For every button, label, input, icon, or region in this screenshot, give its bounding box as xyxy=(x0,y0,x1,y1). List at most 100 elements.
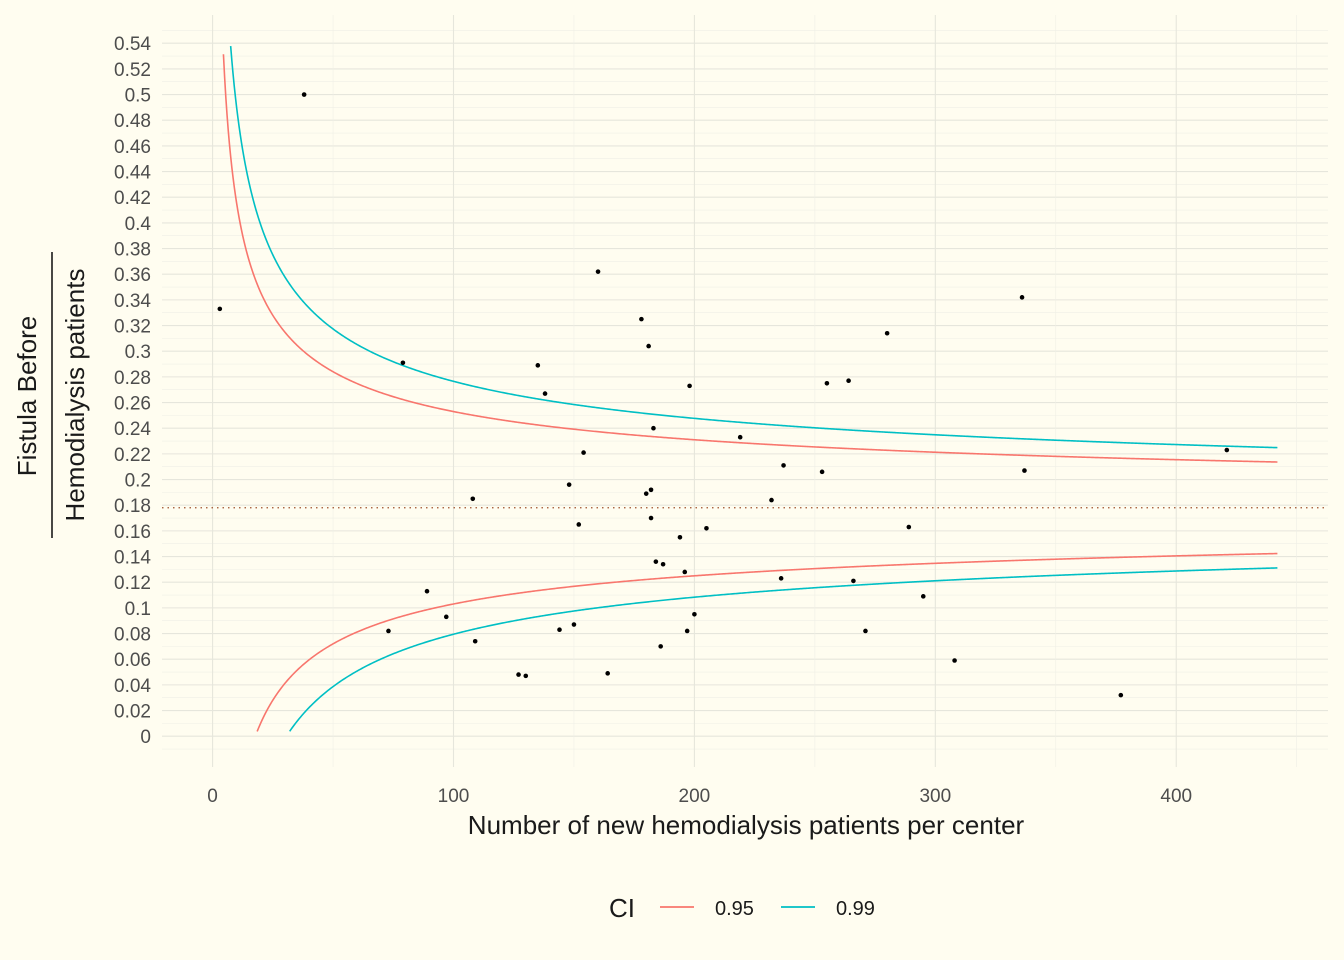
data-point xyxy=(566,482,572,487)
data-point xyxy=(424,588,430,594)
data-point xyxy=(646,343,651,349)
ci-upper-095 xyxy=(222,54,1278,463)
legend-title: CI xyxy=(609,893,635,923)
data-point xyxy=(920,594,926,599)
y-tick-label: 0.36 xyxy=(114,265,151,286)
x-tick-label: 400 xyxy=(1160,786,1192,807)
x-tick-label: 300 xyxy=(919,786,951,807)
data-point xyxy=(660,561,666,567)
y-tick-label: 0.12 xyxy=(114,573,151,594)
x-axis-ticks: 0 100 200 300 400 xyxy=(207,786,1192,807)
data-point xyxy=(682,569,688,575)
y-tick-label: 0.08 xyxy=(114,625,151,646)
y-tick-label: 0.24 xyxy=(114,419,151,440)
data-point xyxy=(643,491,649,496)
data-point xyxy=(301,92,307,97)
y-tick-label: 0.54 xyxy=(114,34,151,55)
data-point xyxy=(781,463,786,468)
data-point xyxy=(884,330,890,336)
data-point xyxy=(535,363,541,368)
y-tick-label: 0.14 xyxy=(114,548,151,569)
data-point xyxy=(658,644,663,649)
y-tick-label: 0.52 xyxy=(114,60,151,81)
data-point xyxy=(470,496,476,502)
legend-label-095: 0.95 xyxy=(715,898,754,920)
data-point xyxy=(952,658,957,663)
legend-item-095: 0.95 xyxy=(660,898,754,920)
data-point xyxy=(443,614,449,620)
x-tick-label: 200 xyxy=(679,786,711,807)
y-tick-label: 0.1 xyxy=(125,599,151,620)
legend-label-099: 0.99 xyxy=(836,898,875,920)
data-point xyxy=(557,627,562,632)
data-point xyxy=(824,381,830,386)
data-point xyxy=(819,469,825,475)
data-point xyxy=(687,383,692,389)
y-axis-ticks: 0 0.02 0.04 0.06 0.08 0.1 0.12 0.14 0.16 0.18 0.2 0… xyxy=(114,34,151,748)
ci-curves xyxy=(222,45,1278,732)
x-tick-label: 0 xyxy=(207,786,218,807)
data-point xyxy=(639,316,644,322)
y-tick-label: 0.4 xyxy=(125,214,152,235)
data-point xyxy=(653,559,659,564)
data-point xyxy=(571,622,577,627)
data-point xyxy=(846,378,851,384)
y-tick-label: 0.5 xyxy=(125,86,151,107)
legend: CI 0.95 0.99 xyxy=(609,893,875,923)
y-tick-label: 0.46 xyxy=(114,137,151,158)
data-point xyxy=(576,522,582,527)
y-tick-label: 0.2 xyxy=(125,471,151,492)
y-tick-label: 0.44 xyxy=(114,163,151,184)
data-points xyxy=(217,92,1230,698)
ci-lower-095 xyxy=(256,552,1278,732)
y-axis-title: Fistula Before Hemodialysis patients xyxy=(12,252,90,538)
data-point xyxy=(542,391,548,396)
y-axis-title-numerator: Fistula Before xyxy=(12,316,42,476)
data-point xyxy=(516,672,521,677)
data-point xyxy=(1019,295,1025,300)
y-tick-label: 0.28 xyxy=(114,368,151,389)
data-point xyxy=(906,524,912,530)
data-point xyxy=(863,628,868,634)
data-point xyxy=(523,673,529,679)
y-tick-label: 0.48 xyxy=(114,111,151,132)
y-tick-label: 0.06 xyxy=(114,650,151,671)
y-tick-label: 0.22 xyxy=(114,445,151,466)
legend-item-099: 0.99 xyxy=(781,898,875,920)
y-tick-label: 0.02 xyxy=(114,702,151,723)
data-point xyxy=(386,628,391,634)
y-tick-label: 0.42 xyxy=(114,188,151,209)
ci-lower-099 xyxy=(289,567,1278,732)
data-point xyxy=(648,515,654,521)
data-point xyxy=(605,671,610,676)
data-point xyxy=(595,269,601,274)
y-tick-label: 0.18 xyxy=(114,496,151,517)
y-tick-label: 0 xyxy=(140,727,151,748)
data-point xyxy=(651,425,656,431)
data-point xyxy=(737,434,743,440)
data-point xyxy=(648,487,654,493)
y-tick-label: 0.3 xyxy=(125,342,151,363)
data-point xyxy=(1224,447,1230,453)
data-point xyxy=(704,526,709,531)
y-tick-label: 0.04 xyxy=(114,676,151,697)
data-point xyxy=(778,576,784,581)
data-point xyxy=(692,611,697,617)
x-axis-title: Number of new hemodialysis patients per … xyxy=(468,810,1025,840)
y-tick-label: 0.38 xyxy=(114,240,151,261)
y-tick-label: 0.34 xyxy=(114,291,151,312)
data-point xyxy=(1022,468,1027,473)
data-point xyxy=(1118,692,1124,698)
data-point xyxy=(851,578,856,584)
data-point xyxy=(684,628,690,634)
y-tick-label: 0.32 xyxy=(114,317,151,338)
y-axis-title-denominator: Hemodialysis patients xyxy=(60,269,90,522)
y-tick-label: 0.16 xyxy=(114,522,151,543)
y-tick-label: 0.26 xyxy=(114,394,151,415)
data-point xyxy=(677,534,683,540)
data-point xyxy=(581,450,586,455)
data-point xyxy=(472,638,478,644)
data-point xyxy=(400,360,406,366)
data-point xyxy=(769,497,774,503)
